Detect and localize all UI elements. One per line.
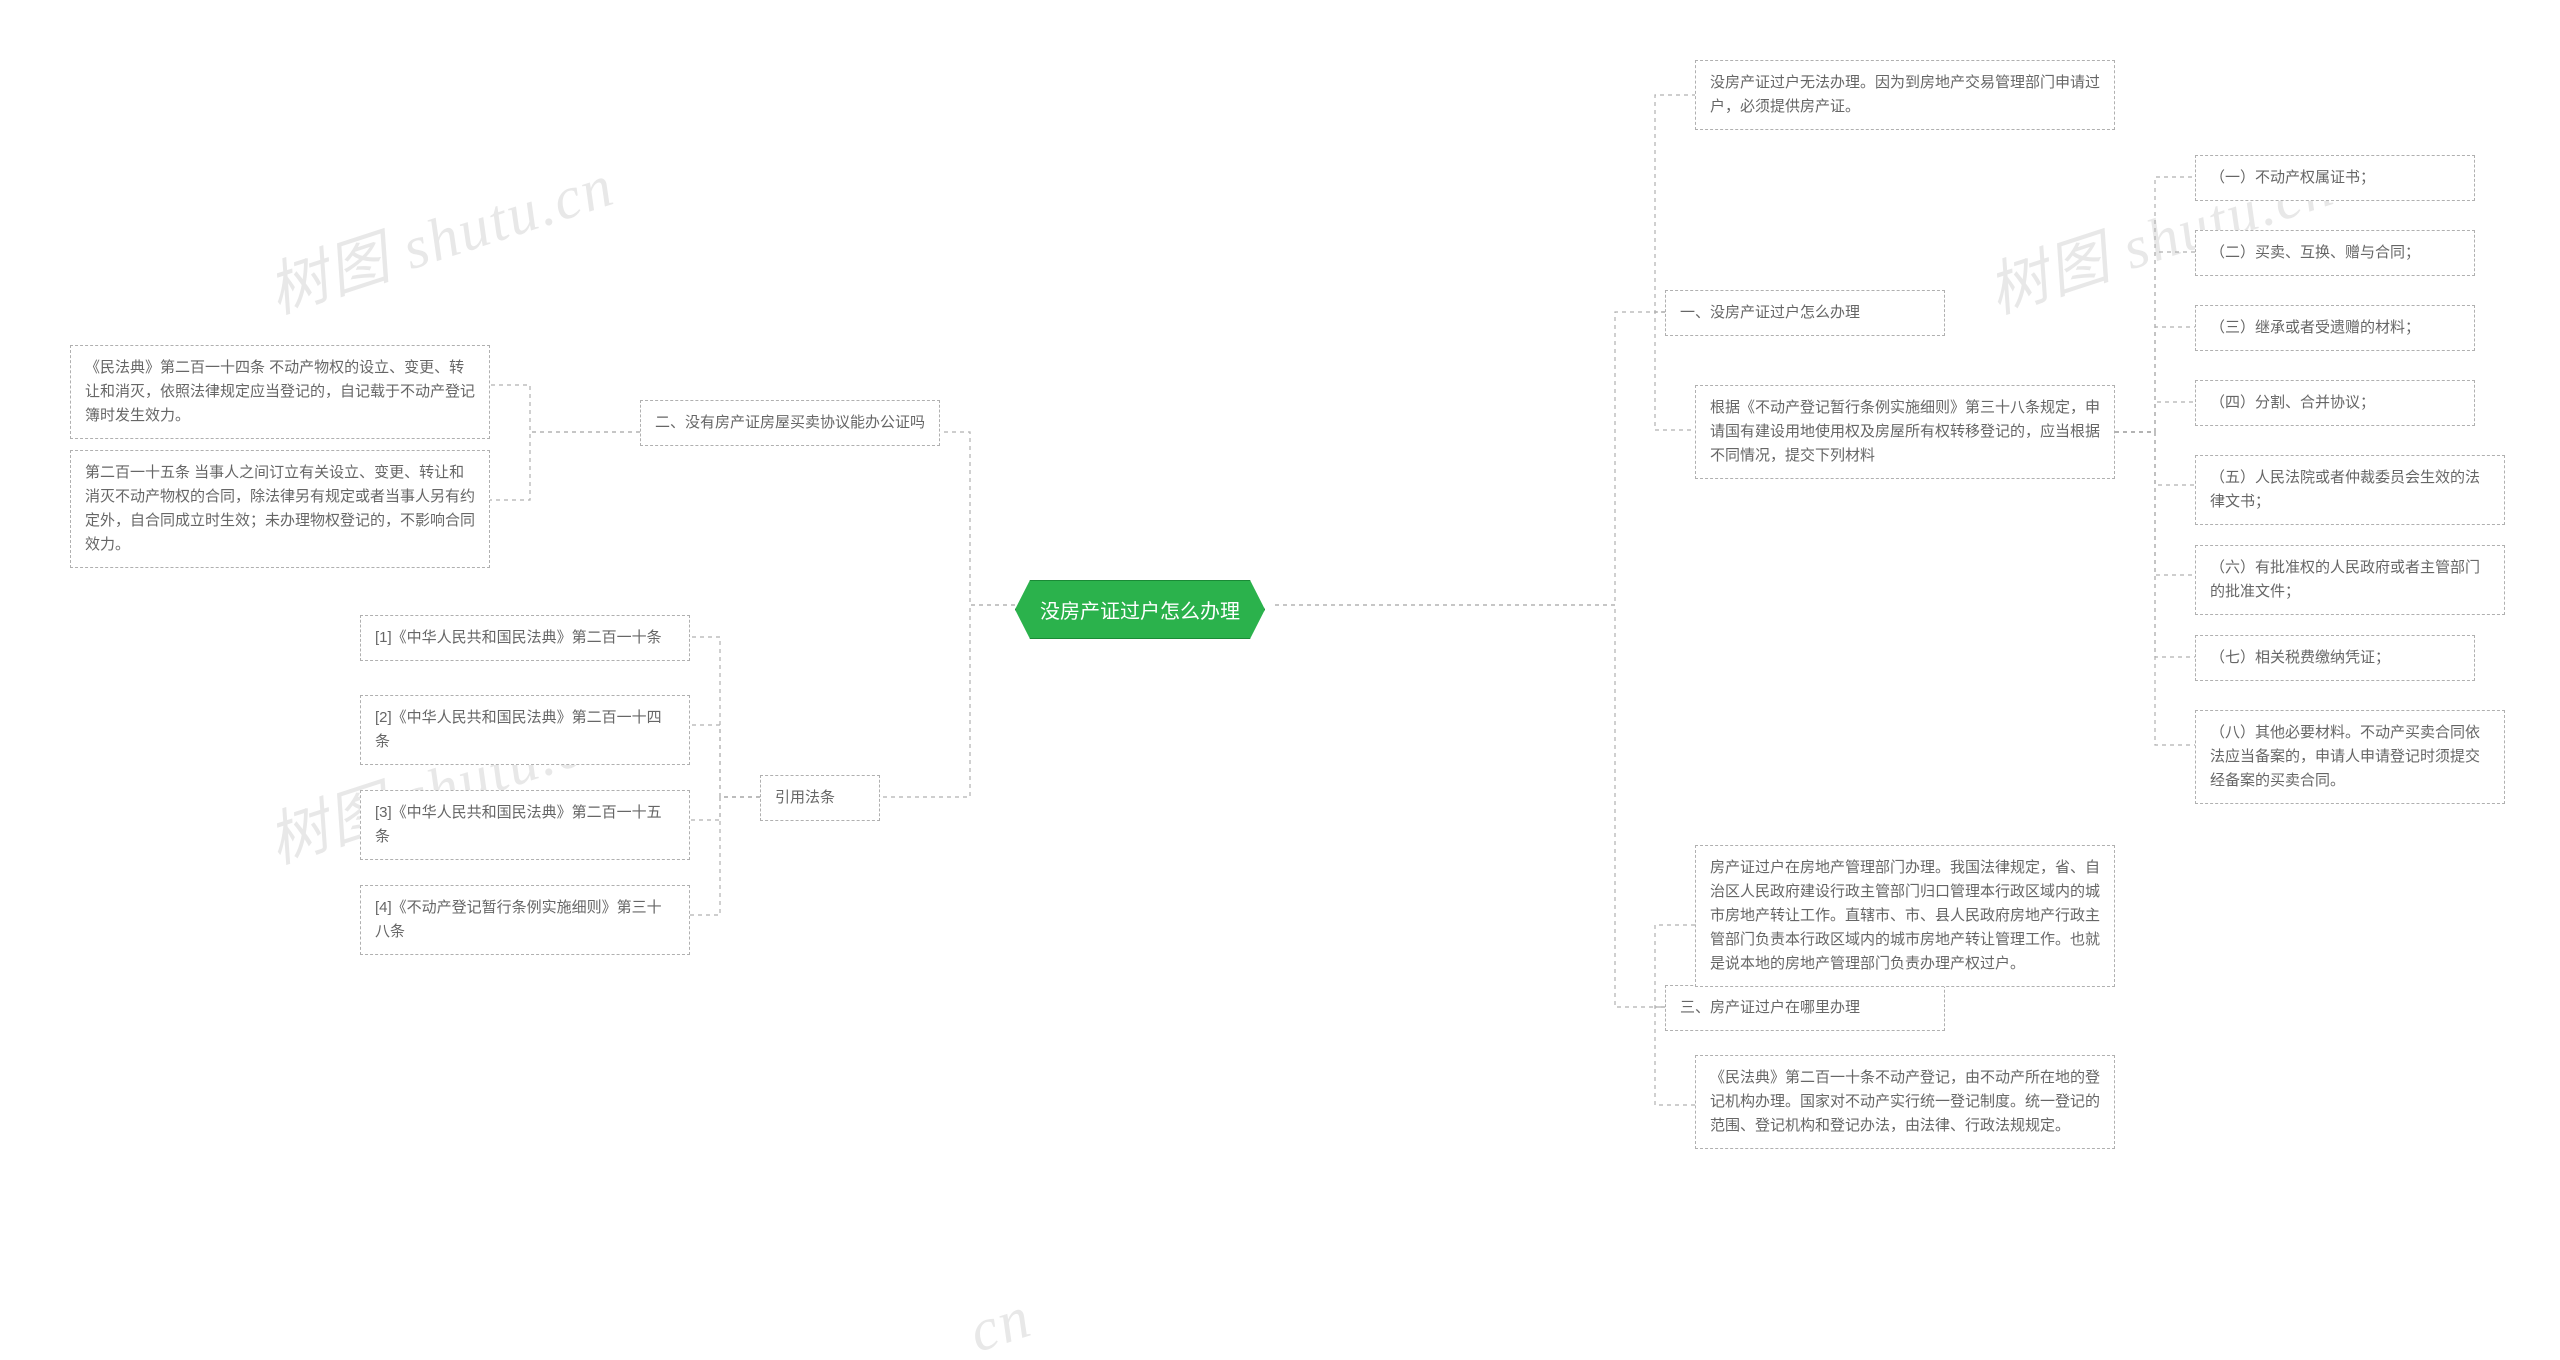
leaf-r2a: 房产证过户在房地产管理部门办理。我国法律规定，省、自治区人民政府建设行政主管部门… xyxy=(1695,845,2115,987)
mindmap-connectors xyxy=(0,0,2560,1360)
node-label: 一、没房产证过户怎么办理 xyxy=(1680,304,1860,321)
node-label: （六）有批准权的人民政府或者主管部门的批准文件； xyxy=(2210,559,2480,600)
leaf-r1b4: （四）分割、合并协议； xyxy=(2195,380,2475,426)
node-label: [3]《中华人民共和国民法典》第二百一十五条 xyxy=(375,804,662,845)
node-label: 引用法条 xyxy=(775,789,835,806)
node-label: 没房产证过户无法办理。因为到房地产交易管理部门申请过户，必须提供房产证。 xyxy=(1710,74,2100,115)
leaf-l1b: 第二百一十五条 当事人之间订立有关设立、变更、转让和消灭不动产物权的合同，除法律… xyxy=(70,450,490,568)
leaf-l2d: [4]《不动产登记暂行条例实施细则》第三十八条 xyxy=(360,885,690,955)
branch-citations: 引用法条 xyxy=(760,775,880,821)
leaf-l2b: [2]《中华人民共和国民法典》第二百一十四条 xyxy=(360,695,690,765)
leaf-r1b2: （二）买卖、互换、赠与合同； xyxy=(2195,230,2475,276)
node-label: 《民法典》第二百一十四条 不动产物权的设立、变更、转让和消灭，依照法律规定应当登… xyxy=(85,359,475,424)
node-label: [4]《不动产登记暂行条例实施细则》第三十八条 xyxy=(375,899,662,940)
leaf-l1a: 《民法典》第二百一十四条 不动产物权的设立、变更、转让和消灭，依照法律规定应当登… xyxy=(70,345,490,439)
node-label: （五）人民法院或者仲裁委员会生效的法律文书； xyxy=(2210,469,2480,510)
leaf-r1a: 没房产证过户无法办理。因为到房地产交易管理部门申请过户，必须提供房产证。 xyxy=(1695,60,2115,130)
branch-section-2: 二、没有房产证房屋买卖协议能办公证吗 xyxy=(640,400,940,446)
node-label: 第二百一十五条 当事人之间订立有关设立、变更、转让和消灭不动产物权的合同，除法律… xyxy=(85,464,475,553)
node-label: （八）其他必要材料。不动产买卖合同依法应当备案的，申请人申请登记时须提交经备案的… xyxy=(2210,724,2480,789)
node-label: （四）分割、合并协议； xyxy=(2210,394,2375,411)
leaf-r2b: 《民法典》第二百一十条不动产登记，由不动产所在地的登记机构办理。国家对不动产实行… xyxy=(1695,1055,2115,1149)
leaf-l2c: [3]《中华人民共和国民法典》第二百一十五条 xyxy=(360,790,690,860)
node-label: 二、没有房产证房屋买卖协议能办公证吗 xyxy=(655,414,925,431)
node-label: 根据《不动产登记暂行条例实施细则》第三十八条规定，申请国有建设用地使用权及房屋所… xyxy=(1710,399,2100,464)
leaf-r1b: 根据《不动产登记暂行条例实施细则》第三十八条规定，申请国有建设用地使用权及房屋所… xyxy=(1695,385,2115,479)
node-label: （七）相关税费缴纳凭证； xyxy=(2210,649,2390,666)
watermark: cn xyxy=(961,1282,1040,1360)
branch-section-3: 三、房产证过户在哪里办理 xyxy=(1665,985,1945,1031)
node-label: 房产证过户在房地产管理部门办理。我国法律规定，省、自治区人民政府建设行政主管部门… xyxy=(1710,859,2100,972)
branch-section-1: 一、没房产证过户怎么办理 xyxy=(1665,290,1945,336)
node-label: （一）不动产权属证书； xyxy=(2210,169,2375,186)
leaf-r1b8: （八）其他必要材料。不动产买卖合同依法应当备案的，申请人申请登记时须提交经备案的… xyxy=(2195,710,2505,804)
node-label: [1]《中华人民共和国民法典》第二百一十条 xyxy=(375,629,662,646)
node-label: （二）买卖、互换、赠与合同； xyxy=(2210,244,2420,261)
node-label: [2]《中华人民共和国民法典》第二百一十四条 xyxy=(375,709,662,750)
leaf-r1b5: （五）人民法院或者仲裁委员会生效的法律文书； xyxy=(2195,455,2505,525)
node-label: 《民法典》第二百一十条不动产登记，由不动产所在地的登记机构办理。国家对不动产实行… xyxy=(1710,1069,2100,1134)
root-label: 没房产证过户怎么办理 xyxy=(1040,601,1240,623)
node-label: 三、房产证过户在哪里办理 xyxy=(1680,999,1860,1016)
node-label: （三）继承或者受遗赠的材料； xyxy=(2210,319,2420,336)
leaf-r1b3: （三）继承或者受遗赠的材料； xyxy=(2195,305,2475,351)
leaf-l2a: [1]《中华人民共和国民法典》第二百一十条 xyxy=(360,615,690,661)
leaf-r1b7: （七）相关税费缴纳凭证； xyxy=(2195,635,2475,681)
mindmap-root: 没房产证过户怎么办理 xyxy=(1015,580,1265,639)
leaf-r1b6: （六）有批准权的人民政府或者主管部门的批准文件； xyxy=(2195,545,2505,615)
leaf-r1b1: （一）不动产权属证书； xyxy=(2195,155,2475,201)
watermark: 树图 shutu.cn xyxy=(255,137,623,331)
